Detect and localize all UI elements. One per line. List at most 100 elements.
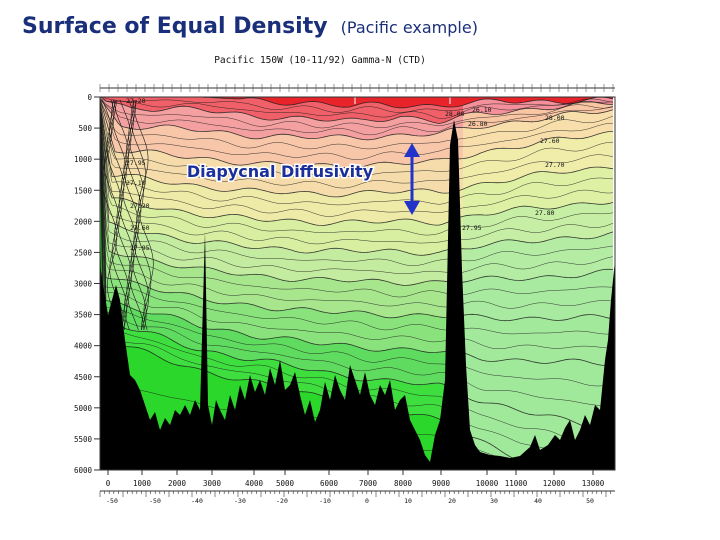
title-subtitle: (Pacific example) xyxy=(340,18,478,37)
contour-line-3 xyxy=(100,97,614,124)
annotation-label: Diapycnal Diffusivity xyxy=(187,162,374,181)
latitude-bottom-label-0: -50 xyxy=(106,497,118,505)
contour-line-23 xyxy=(100,111,614,309)
distance-tick-label-4: 4000 xyxy=(245,479,264,488)
contour-line-9 xyxy=(100,99,614,169)
depth-tick-label-12: 6000 xyxy=(74,466,93,475)
density-band-east-0 xyxy=(463,97,613,106)
contour-line-0 xyxy=(100,97,614,109)
contour-line-25 xyxy=(100,114,614,335)
contour-line-1 xyxy=(102,97,614,113)
depth-tick-label-0: 0 xyxy=(87,93,92,102)
figure-header: Pacific 150W (10-11/92) Gamma-N (CTD) xyxy=(214,55,426,66)
latitude-bottom-label-5: -10 xyxy=(319,497,331,505)
contour-label-7: 28.00 xyxy=(545,114,565,122)
distance-tick-label-13: 13000 xyxy=(582,479,605,488)
contour-line-5 xyxy=(100,99,614,136)
contour-line-11 xyxy=(100,100,614,189)
contour-line-15 xyxy=(100,104,614,226)
density-band-east-7 xyxy=(463,231,613,283)
contour-label-9: 26.10 xyxy=(472,106,492,114)
contour-line-19 xyxy=(100,102,614,266)
depth-tick-label-3: 1500 xyxy=(74,186,93,195)
distance-tick-label-10: 10000 xyxy=(476,479,499,488)
bathymetry xyxy=(100,120,615,470)
title-main: Surface of Equal Density xyxy=(22,14,328,39)
contour-line-27 xyxy=(100,113,614,366)
latitude-bottom-label-11: 50 xyxy=(586,497,594,505)
distance-tick-label-2: 2000 xyxy=(168,479,187,488)
contour-line-6 xyxy=(100,98,614,141)
distance-tick-label-0: 0 xyxy=(106,479,111,488)
depth-tick-label-7: 3500 xyxy=(74,311,93,320)
contour-line-18 xyxy=(100,102,614,256)
latitude-axis-top xyxy=(99,84,615,92)
contour-line-17 xyxy=(100,103,614,245)
depth-tick-label-4: 2000 xyxy=(74,217,93,226)
latitude-bottom-label-1: -50 xyxy=(149,497,161,505)
western-boundary-contour-2 xyxy=(106,99,128,331)
latitude-axis-bottom: -50 -50 -40 -30 -20 -10 0 10 20 30 40 50 xyxy=(99,490,615,505)
western-boundary-contour-4 xyxy=(111,99,132,331)
contour-label-13: 28.00 xyxy=(445,110,465,118)
contour-line-21 xyxy=(100,106,614,286)
contour-line-24 xyxy=(100,112,614,322)
depth-tick-label-1: 500 xyxy=(78,124,92,133)
contour-label-10: 27.20 xyxy=(130,202,150,210)
density-band-east-8 xyxy=(463,269,613,321)
contour-line-29 xyxy=(100,111,614,408)
distance-tick-label-8: 8000 xyxy=(394,479,413,488)
contour-line-2 xyxy=(100,98,614,119)
density-band-east-4 xyxy=(463,131,613,190)
density-band-east-5 xyxy=(463,167,613,217)
latitude-bottom-label-9: 30 xyxy=(490,497,498,505)
contour-labels: 27.20 27.95 27.10 27.70 27.60 27.80 27.95 28.00… xyxy=(126,97,565,252)
contour-label-12: 27.95 xyxy=(130,244,150,252)
distance-axis: 0 1000 2000 3000 4000 5000 6000 7000 8000 9000 100… xyxy=(106,470,605,488)
latitude-bottom-label-7: 10 xyxy=(404,497,412,505)
distance-tick-label-3: 3000 xyxy=(203,479,222,488)
depth-tick-label-9: 4500 xyxy=(74,373,93,382)
depth-tick-label-11: 5500 xyxy=(74,435,93,444)
distance-tick-label-5: 5000 xyxy=(276,479,295,488)
contour-label-5: 27.80 xyxy=(535,209,555,217)
contour-line-16 xyxy=(100,102,614,236)
density-band-east-6 xyxy=(463,202,613,249)
contour-line-10 xyxy=(100,101,614,178)
contour-line-14 xyxy=(100,103,614,217)
diffusivity-arrow-head-down xyxy=(404,201,420,215)
contour-label-11: 27.60 xyxy=(130,224,150,232)
depth-tick-label-8: 4000 xyxy=(74,342,93,351)
contour-line-22 xyxy=(100,108,614,298)
contour-label-2: 27.10 xyxy=(126,179,146,187)
depth-axis: 0 500 1000 1500 2000 2500 3000 3500 4000 4500 5000… xyxy=(74,93,100,475)
diffusivity-arrow-head-up xyxy=(404,143,420,157)
density-band-10 xyxy=(100,113,613,429)
distance-tick-label-11: 11000 xyxy=(505,479,528,488)
distance-tick-label-6: 6000 xyxy=(320,479,339,488)
contour-line-7 xyxy=(100,100,614,150)
section-plot-area: 27.20 27.95 27.10 27.70 27.60 27.80 27.95 28.00… xyxy=(100,97,615,470)
latitude-bottom-label-3: -30 xyxy=(234,497,246,505)
contour-label-0: 27.20 xyxy=(126,97,146,105)
distance-tick-label-12: 12000 xyxy=(543,479,566,488)
depth-tick-label-10: 5000 xyxy=(74,404,93,413)
western-boundary-contour-10 xyxy=(130,99,152,331)
western-boundary-contour-11 xyxy=(133,99,154,331)
depth-tick-label-2: 1000 xyxy=(74,155,93,164)
latitude-bottom-label-4: -20 xyxy=(276,497,288,505)
distance-tick-label-1: 1000 xyxy=(133,479,152,488)
contour-line-20 xyxy=(100,106,614,275)
latitude-bottom-label-8: 20 xyxy=(448,497,456,505)
slide-title: Surface of Equal Density (Pacific exampl… xyxy=(22,14,478,39)
density-band-12 xyxy=(100,116,615,470)
depth-tick-label-6: 3000 xyxy=(74,280,93,289)
contour-label-1: 27.95 xyxy=(126,159,146,167)
contour-label-6: 27.95 xyxy=(462,224,482,232)
distance-tick-label-9: 9000 xyxy=(432,479,451,488)
contour-label-8: 26.80 xyxy=(468,120,488,128)
sea-floor xyxy=(100,120,615,470)
contour-label-4: 27.60 xyxy=(540,137,560,145)
western-boundary-contour-8 xyxy=(125,99,147,331)
latitude-bottom-label-6: 0 xyxy=(365,497,369,505)
